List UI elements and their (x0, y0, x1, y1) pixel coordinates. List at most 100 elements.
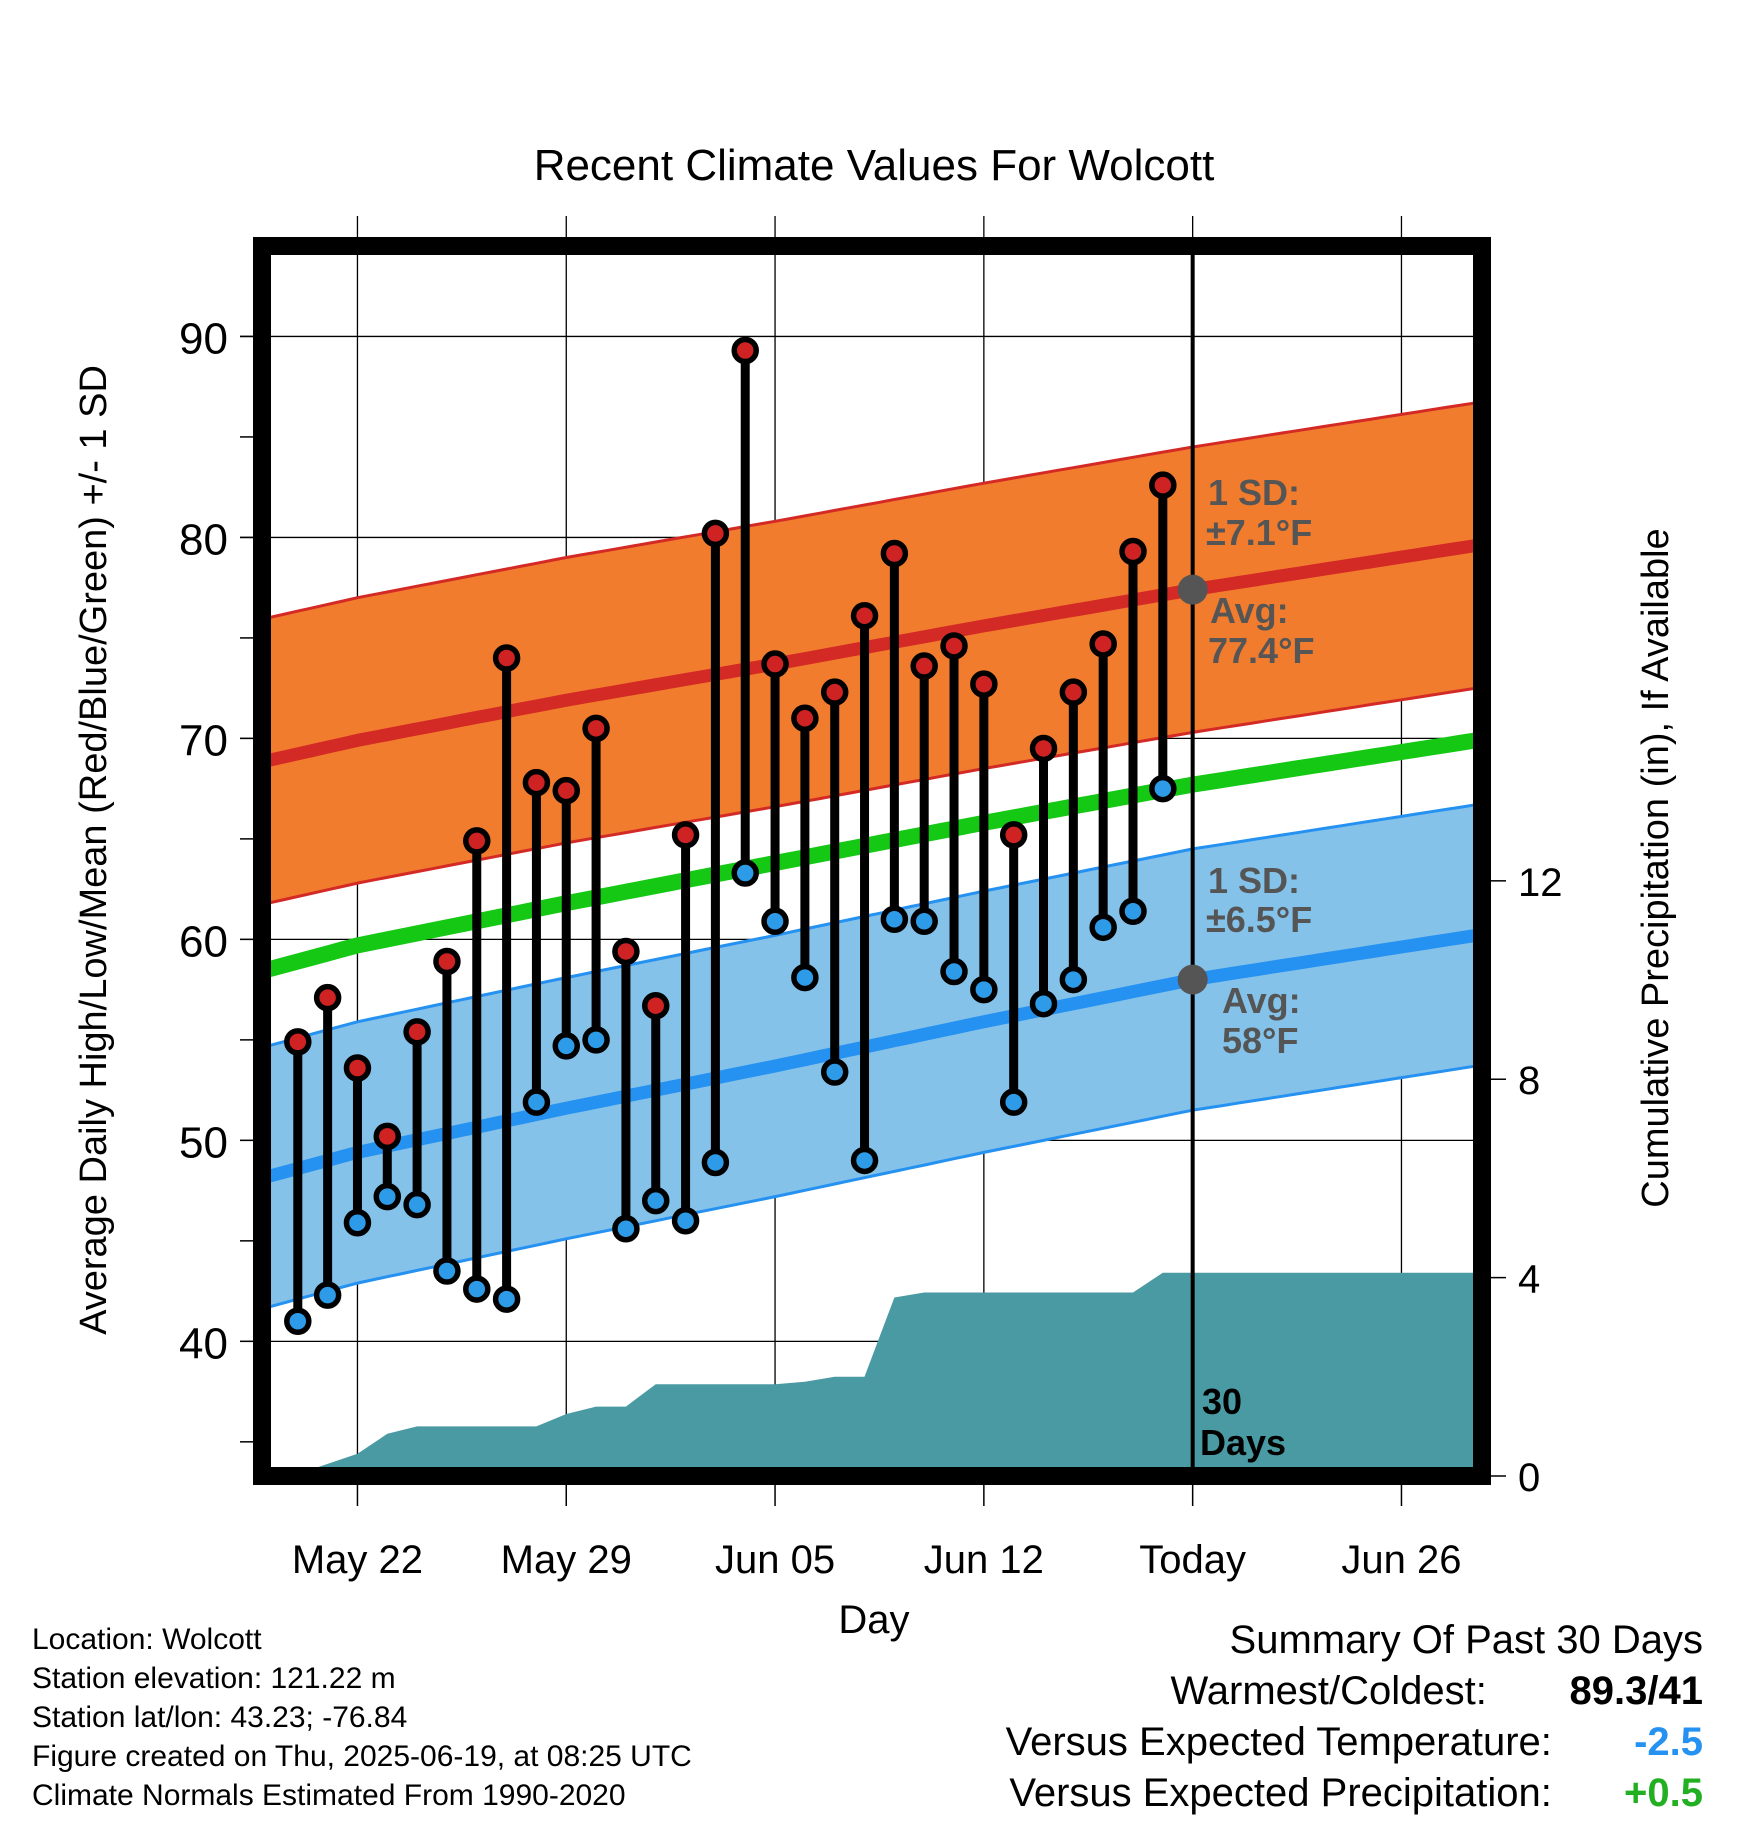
daily-high-point (671, 821, 700, 849)
daily-low-point (463, 1275, 491, 1303)
daily-low-point (970, 975, 998, 1004)
daily-high-point (313, 983, 342, 1012)
chart-labels: Day Average Daily High/Low/Mean (Red/Blu… (73, 365, 1677, 1642)
daily-high-point (433, 947, 461, 976)
daily-high-point (970, 670, 998, 698)
daily-high-point (820, 678, 849, 706)
x-tick-label: May 22 (292, 1538, 423, 1582)
daily-low-point (940, 957, 968, 986)
window-unit-label: Days (1200, 1422, 1286, 1463)
high-avg-label: Avg: (1210, 590, 1289, 631)
daily-low-point (999, 1088, 1028, 1116)
daily-low-point (1119, 897, 1147, 925)
normal-low-band-lower-edge (267, 1064, 1477, 1309)
daily-low-point (910, 907, 938, 936)
x-tick-label: Today (1139, 1538, 1246, 1582)
precip-row: Versus Expected Precipitation: +0.5 (1006, 1768, 1703, 1819)
daily-low-point (522, 1088, 551, 1116)
daily-low-point (403, 1190, 431, 1219)
normal-high-band-lower-edge (267, 686, 1477, 905)
y-axis-label: Average Daily High/Low/Mean (Red/Blue/Gr… (73, 365, 115, 1335)
precip-value: +0.5 (1624, 1771, 1703, 1815)
daily-high-point (1149, 471, 1177, 499)
y2-tick-label: 8 (1518, 1059, 1540, 1103)
normal-low-band-upper-edge (267, 803, 1477, 1048)
daily-high-point (850, 602, 879, 630)
daily-high-point (1119, 537, 1147, 566)
daily-high-point (731, 336, 759, 365)
temp-label: Versus Expected Temperature: (1005, 1720, 1552, 1764)
y2-axis-label: Cumulative Precipitation (in), If Availa… (1635, 528, 1677, 1207)
elevation-text: Station elevation: 121.22 m (32, 1662, 396, 1695)
daily-low-point (313, 1281, 342, 1309)
y-tick-label: 90 (179, 314, 228, 363)
y-tick-label: 70 (179, 716, 228, 765)
daily-low-point (701, 1148, 730, 1177)
warm-cold-label: Warmest/Coldest: (1170, 1669, 1487, 1713)
warm-cold-row: Warmest/Coldest: 89.3/41 (1006, 1666, 1704, 1717)
daily-low-point (373, 1182, 402, 1211)
created-text: Figure created on Thu, 2025-06-19, at 08… (32, 1740, 692, 1773)
x-tick-label: Jun 12 (924, 1538, 1044, 1582)
y2-tick-label: 12 (1518, 861, 1563, 905)
daily-low-point (552, 1032, 581, 1060)
low-avg-label: Avg: (1222, 980, 1301, 1021)
plot-frame (253, 237, 1491, 1485)
x-tick-label: Jun 05 (715, 1538, 835, 1582)
chart-title: Recent Climate Values For Wolcott (534, 141, 1215, 190)
low-sd-value: ±6.5°F (1206, 899, 1312, 940)
daily-high-point (999, 821, 1028, 849)
daily-low-point (880, 905, 909, 934)
daily-high-point (284, 1028, 312, 1056)
daily-high-point (463, 827, 491, 855)
daily-low-point (791, 963, 819, 992)
daily-low-point (1059, 965, 1088, 994)
today-low-avg-marker (1177, 964, 1208, 995)
y-tick-label: 40 (179, 1319, 228, 1368)
high-avg-value: 77.4°F (1208, 630, 1314, 671)
low-avg-value: 58°F (1222, 1020, 1298, 1061)
location-text: Location: Wolcott (32, 1623, 262, 1656)
daily-low-point (731, 859, 759, 887)
daily-low-point (1149, 774, 1177, 803)
daily-high-point (343, 1054, 372, 1082)
precip-label: Versus Expected Precipitation: (1009, 1771, 1552, 1815)
warm-cold-value: 89.3/41 (1569, 1669, 1703, 1713)
window-count-label: 30 (1202, 1381, 1242, 1422)
daily-high-point (1029, 734, 1058, 763)
daily-high-point (641, 991, 670, 1020)
daily-low-point (612, 1215, 640, 1243)
x-tick-label: May 29 (501, 1538, 632, 1582)
daily-high-point (492, 644, 521, 672)
daily-high-point (910, 652, 938, 680)
normal-low-band (268, 804, 1476, 1308)
daily-high-point (880, 539, 909, 568)
y-tick-label: 60 (179, 917, 228, 966)
daily-high-point (940, 632, 968, 660)
daily-low-point (343, 1209, 372, 1237)
y2-tick-label: 0 (1518, 1456, 1540, 1500)
daily-low-point (1089, 913, 1117, 942)
daily-low-point (850, 1146, 879, 1175)
daily-high-point (1059, 678, 1088, 706)
daily-high-point (373, 1122, 402, 1151)
normal-high-band-upper-edge (267, 401, 1477, 620)
temp-value: -2.5 (1634, 1720, 1703, 1764)
daily-high-point (403, 1018, 431, 1046)
daily-low-point (284, 1307, 312, 1335)
high-sd-value: ±7.1°F (1206, 512, 1312, 553)
temp-row: Versus Expected Temperature: -2.5 (1006, 1717, 1703, 1768)
low-sd-label: 1 SD: (1208, 860, 1300, 901)
y-tick-label: 50 (179, 1118, 228, 1167)
normals-text: Climate Normals Estimated From 1990-2020 (32, 1779, 626, 1812)
daily-low-point (433, 1257, 461, 1285)
normal-high-line (266, 539, 1477, 767)
daily-high-point (791, 704, 819, 733)
high-sd-label: 1 SD: (1208, 472, 1300, 513)
daily-high-point (701, 519, 730, 548)
y-tick-label: 80 (179, 515, 228, 564)
x-axis-label: Day (838, 1598, 909, 1642)
summary-panel: Summary Of Past 30 Days Warmest/Coldest:… (1006, 1615, 1703, 1819)
